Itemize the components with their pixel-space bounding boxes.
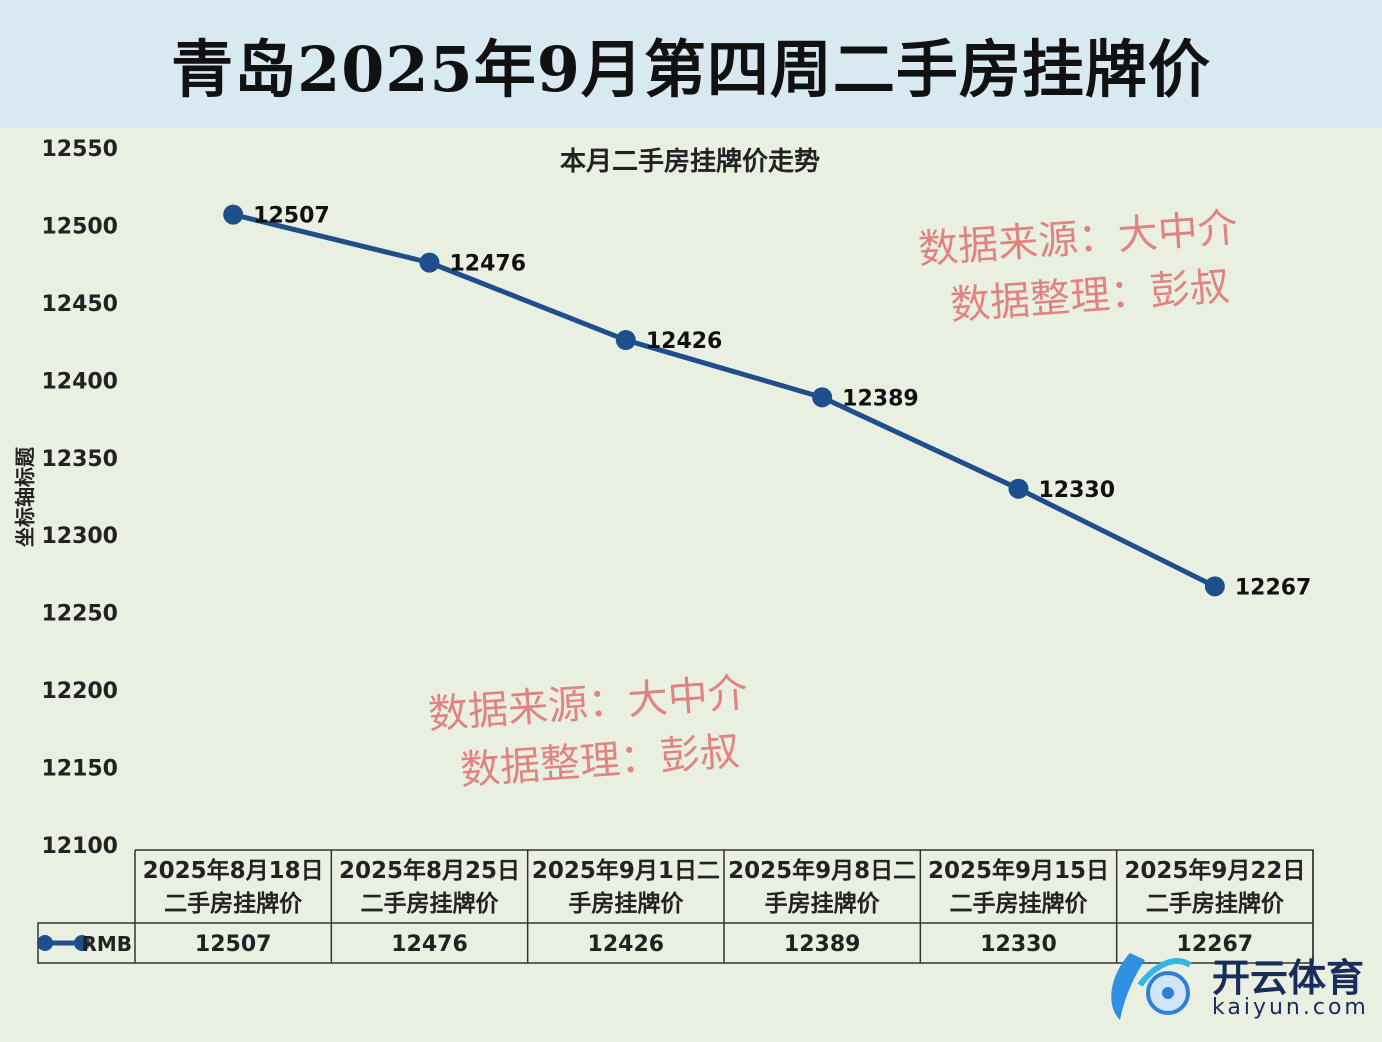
watermark-top: 数据来源：大中介 数据整理：彭叔 [916,199,1243,337]
y-tick-label: 12250 [41,602,118,627]
x-category-label: 手房挂牌价 [765,890,881,917]
chart-title: 本月二手房挂牌价走势 [560,146,820,177]
data-point [1008,478,1029,499]
x-category-label: 二手房挂牌价 [164,890,303,917]
x-category-label: 2025年8月25日 [339,857,520,884]
legend-marker [37,935,53,951]
data-label: 12267 [1235,575,1312,600]
legend-label: RMB [81,932,132,956]
page-title: 青岛2025年9月第四周二手房挂牌价 [171,33,1211,106]
x-category-label: 二手房挂牌价 [1146,890,1285,917]
watermark-bottom: 数据来源：大中介 数据整理：彭叔 [426,664,753,802]
y-tick-label: 12100 [41,834,118,859]
y-tick-label: 12150 [41,757,118,782]
data-label: 12389 [842,386,919,411]
y-tick-label: 12200 [41,679,118,704]
y-tick-label: 12300 [41,524,118,549]
kaiyun-logo: 开云体育 kaiyun.com [1100,945,1370,1025]
y-tick-label: 12550 [41,137,118,162]
legend-marker [74,935,90,951]
data-label: 12476 [450,252,527,277]
x-category-label: 2025年9月1日二 [532,857,720,884]
data-label: 12330 [1039,478,1116,503]
y-tick-label: 12400 [41,369,118,394]
data-table-value: 12426 [588,932,665,957]
data-table-value: 12476 [391,932,468,957]
series-line [232,212,1216,589]
x-category-label: 2025年8月18日 [143,857,324,884]
x-category-label: 2025年9月8日二 [728,857,916,884]
logo-url: kaiyun.com [1212,995,1369,1020]
x-category-label: 2025年9月15日 [928,857,1109,884]
data-table-value: 12389 [784,932,861,957]
data-table-value: 12267 [1177,932,1254,957]
x-category-label: 二手房挂牌价 [361,890,500,917]
data-point [812,387,833,408]
data-table-value: 12330 [980,932,1057,957]
y-tick-label: 12500 [41,214,118,239]
data-label: 12507 [253,204,330,229]
data-label: 12426 [646,329,723,354]
x-category-label: 二手房挂牌价 [950,890,1089,917]
x-category-label: 手房挂牌价 [568,890,684,917]
logo-text: 开云体育 [1212,956,1365,1000]
data-point [223,204,244,225]
logo-icon [1111,953,1192,1020]
y-tick-label: 12350 [41,447,118,472]
y-tick-label: 12450 [41,292,118,317]
data-point [419,252,440,273]
data-point [1204,576,1225,597]
data-table-value: 12507 [195,932,272,957]
x-category-label: 2025年9月22日 [1124,857,1305,884]
title-banner: 青岛2025年9月第四周二手房挂牌价 [0,0,1382,128]
y-axis-label: 坐标轴标题 [13,446,37,547]
data-point [615,330,636,351]
